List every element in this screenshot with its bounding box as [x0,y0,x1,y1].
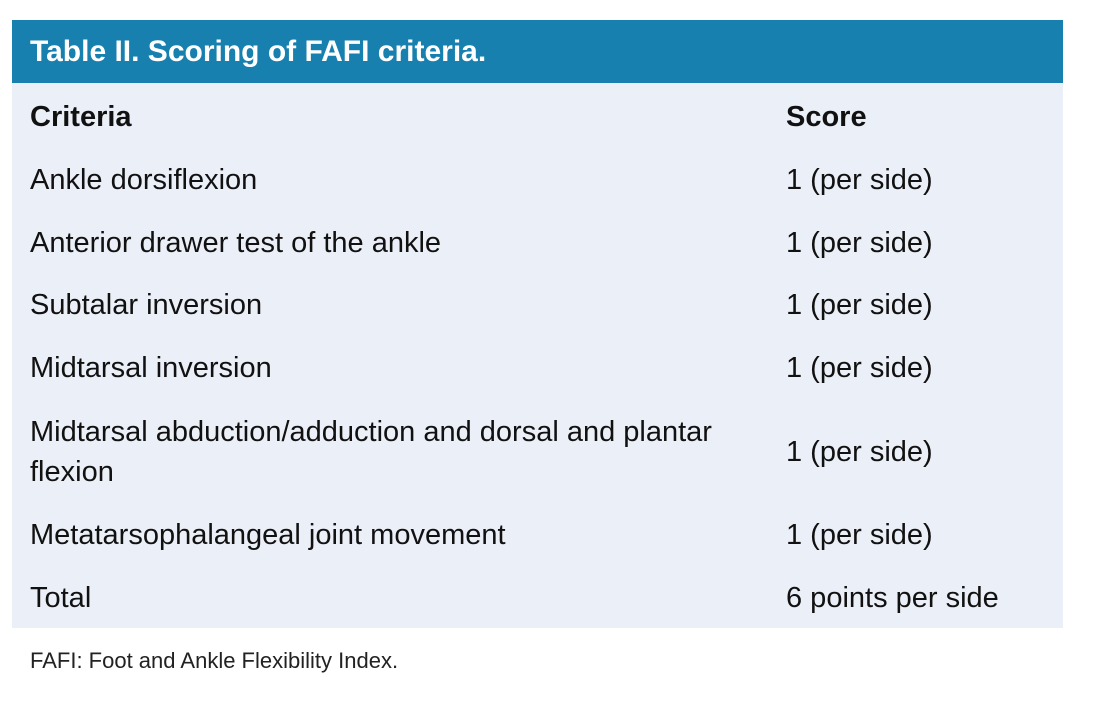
table-header-row: Criteria Score [12,97,1063,137]
criteria-cell: Ankle dorsiflexion [30,164,258,196]
score-cell: 1 (per side) [786,352,933,384]
table-row: Midtarsal abduction/adduction and dorsal… [12,412,1063,492]
criteria-cell: Total [30,582,92,614]
column-header-score: Score [786,101,867,133]
table-title: Table II. Scoring of FAFI criteria. [12,20,1063,83]
table-row: Ankle dorsiflexion 1 (per side) [12,160,1063,200]
score-cell: 6 points per side [786,582,999,614]
criteria-cell: Subtalar inversion [30,289,263,321]
scoring-table: Criteria Score Ankle dorsiflexion 1 (per… [12,83,1063,628]
column-header-criteria: Criteria [30,101,132,133]
criteria-cell: Metatarsophalangeal joint movement [30,519,506,551]
table-row: Metatarsophalangeal joint movement 1 (pe… [12,515,1063,555]
score-cell: 1 (per side) [786,164,933,196]
criteria-cell: Midtarsal abduction/adduction and dorsal… [30,416,712,488]
criteria-cell: Midtarsal inversion [30,352,272,384]
score-cell: 1 (per side) [786,227,933,259]
table-row: Anterior drawer test of the ankle 1 (per… [12,223,1063,263]
table-footnote: FAFI: Foot and Ankle Flexibility Index. [30,648,399,673]
table-row: Subtalar inversion 1 (per side) [12,285,1063,325]
score-cell: 1 (per side) [786,519,933,551]
criteria-cell: Anterior drawer test of the ankle [30,227,442,259]
score-cell: 1 (per side) [786,289,933,321]
table-row-total: Total 6 points per side [12,578,1063,618]
table-row: Midtarsal inversion 1 (per side) [12,348,1063,388]
score-cell: 1 (per side) [786,436,933,468]
